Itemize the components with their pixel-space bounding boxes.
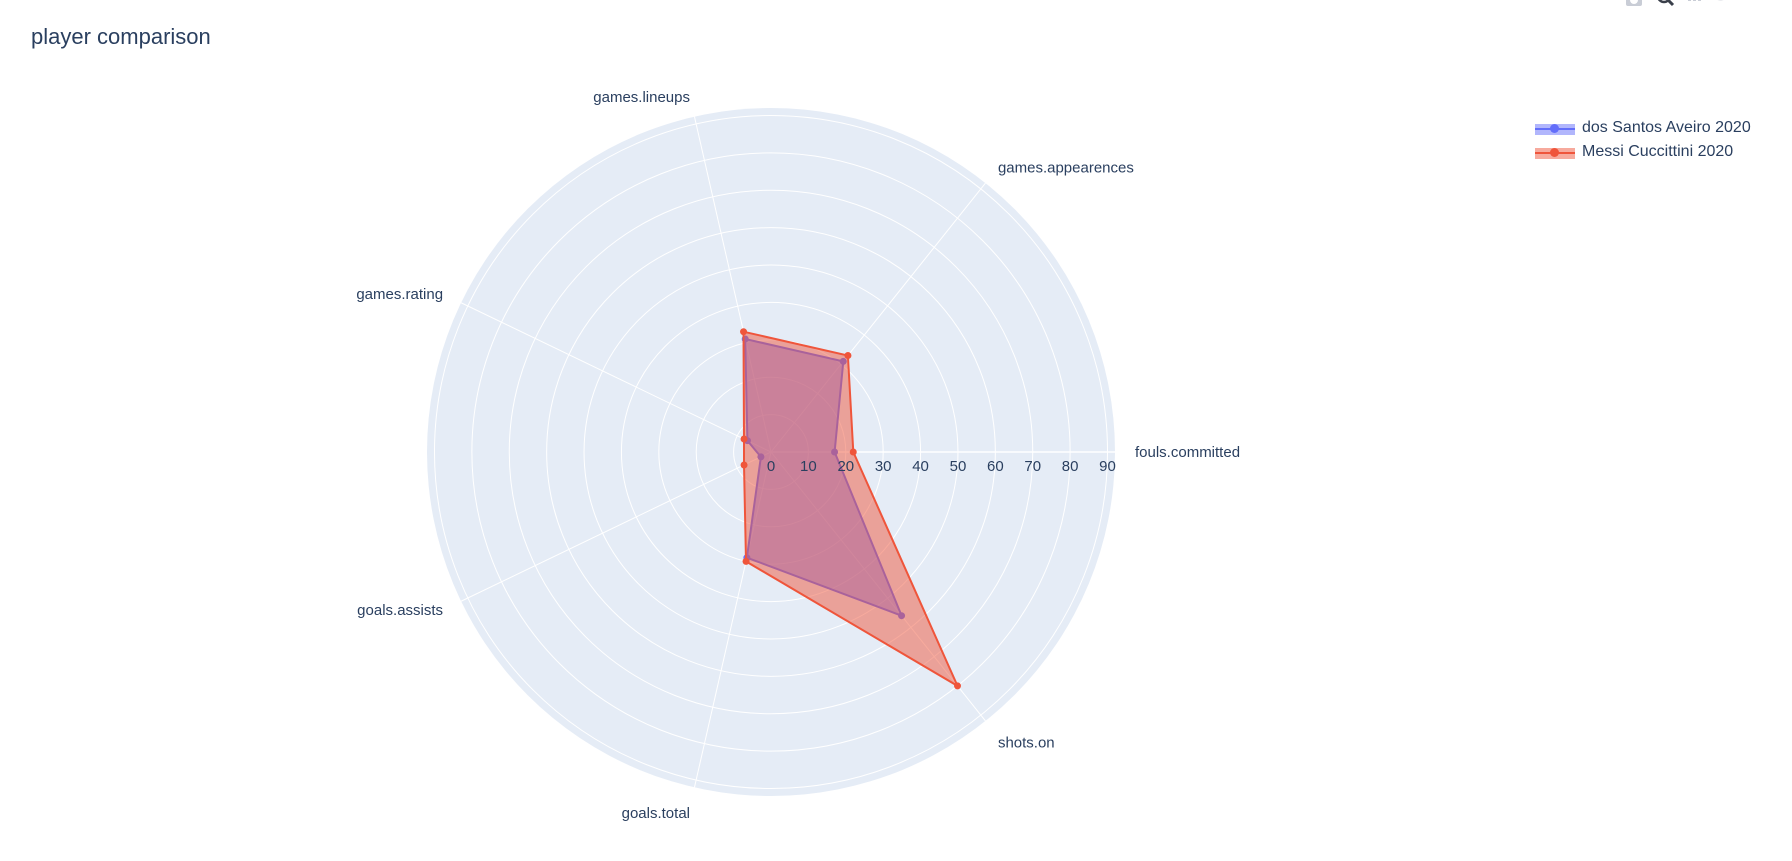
angular-label: goals.total <box>622 805 690 822</box>
angular-label: games.lineups <box>593 89 690 106</box>
data-point-1-5[interactable] <box>742 557 750 565</box>
legend: dos Santos Aveiro 2020 Messi Cuccittini 2… <box>1535 116 1751 164</box>
series-layer <box>740 328 962 690</box>
radial-tick-label: 60 <box>987 458 1004 475</box>
camera-icon[interactable] <box>1624 0 1644 8</box>
data-point-1-4[interactable] <box>740 461 748 469</box>
data-point-1-3[interactable] <box>740 435 748 443</box>
legend-swatch-icon <box>1535 121 1575 135</box>
legend-label: dos Santos Aveiro 2020 <box>1582 119 1751 136</box>
legend-swatch-icon <box>1535 145 1575 159</box>
angular-label: games.rating <box>356 286 443 303</box>
data-point-1-2[interactable] <box>740 328 748 336</box>
series-fill-1 <box>743 331 958 686</box>
data-point-1-1[interactable] <box>844 352 852 360</box>
radial-tick-label: 0 <box>767 458 775 475</box>
series-line-1 <box>742 330 960 689</box>
radial-tick-label: 50 <box>950 458 967 475</box>
radial-tick-label: 30 <box>875 458 892 475</box>
data-point-1-0[interactable] <box>849 448 857 456</box>
radial-tick-label: 40 <box>912 458 929 475</box>
grid-spoke <box>460 302 772 453</box>
zoom-icon[interactable] <box>1656 0 1676 8</box>
legend-item[interactable]: dos Santos Aveiro 2020 <box>1535 116 1751 140</box>
angular-labels: fouls.committed games.appearences games.li… <box>356 89 1240 822</box>
radial-tick-label: 70 <box>1024 458 1041 475</box>
angular-label: goals.assists <box>357 602 443 619</box>
data-point-1-6[interactable] <box>954 682 962 690</box>
modebar <box>1592 0 1792 12</box>
angular-label: fouls.committed <box>1135 444 1240 461</box>
radial-tick-label: 20 <box>837 458 854 475</box>
angular-label: games.appearences <box>998 159 1134 176</box>
radial-tick-label: 10 <box>800 458 817 475</box>
angular-label: shots.on <box>998 735 1055 752</box>
radial-tick-label: 80 <box>1062 458 1079 475</box>
radial-tick-label: 90 <box>1099 458 1116 475</box>
legend-item[interactable]: Messi Cuccittini 2020 <box>1535 140 1751 164</box>
legend-label: Messi Cuccittini 2020 <box>1582 143 1734 160</box>
chart-title: player comparison <box>31 24 211 49</box>
radial-tick-labels: 0 10 20 30 40 50 60 70 80 90 <box>767 458 1116 475</box>
grid-spoke <box>460 451 772 602</box>
